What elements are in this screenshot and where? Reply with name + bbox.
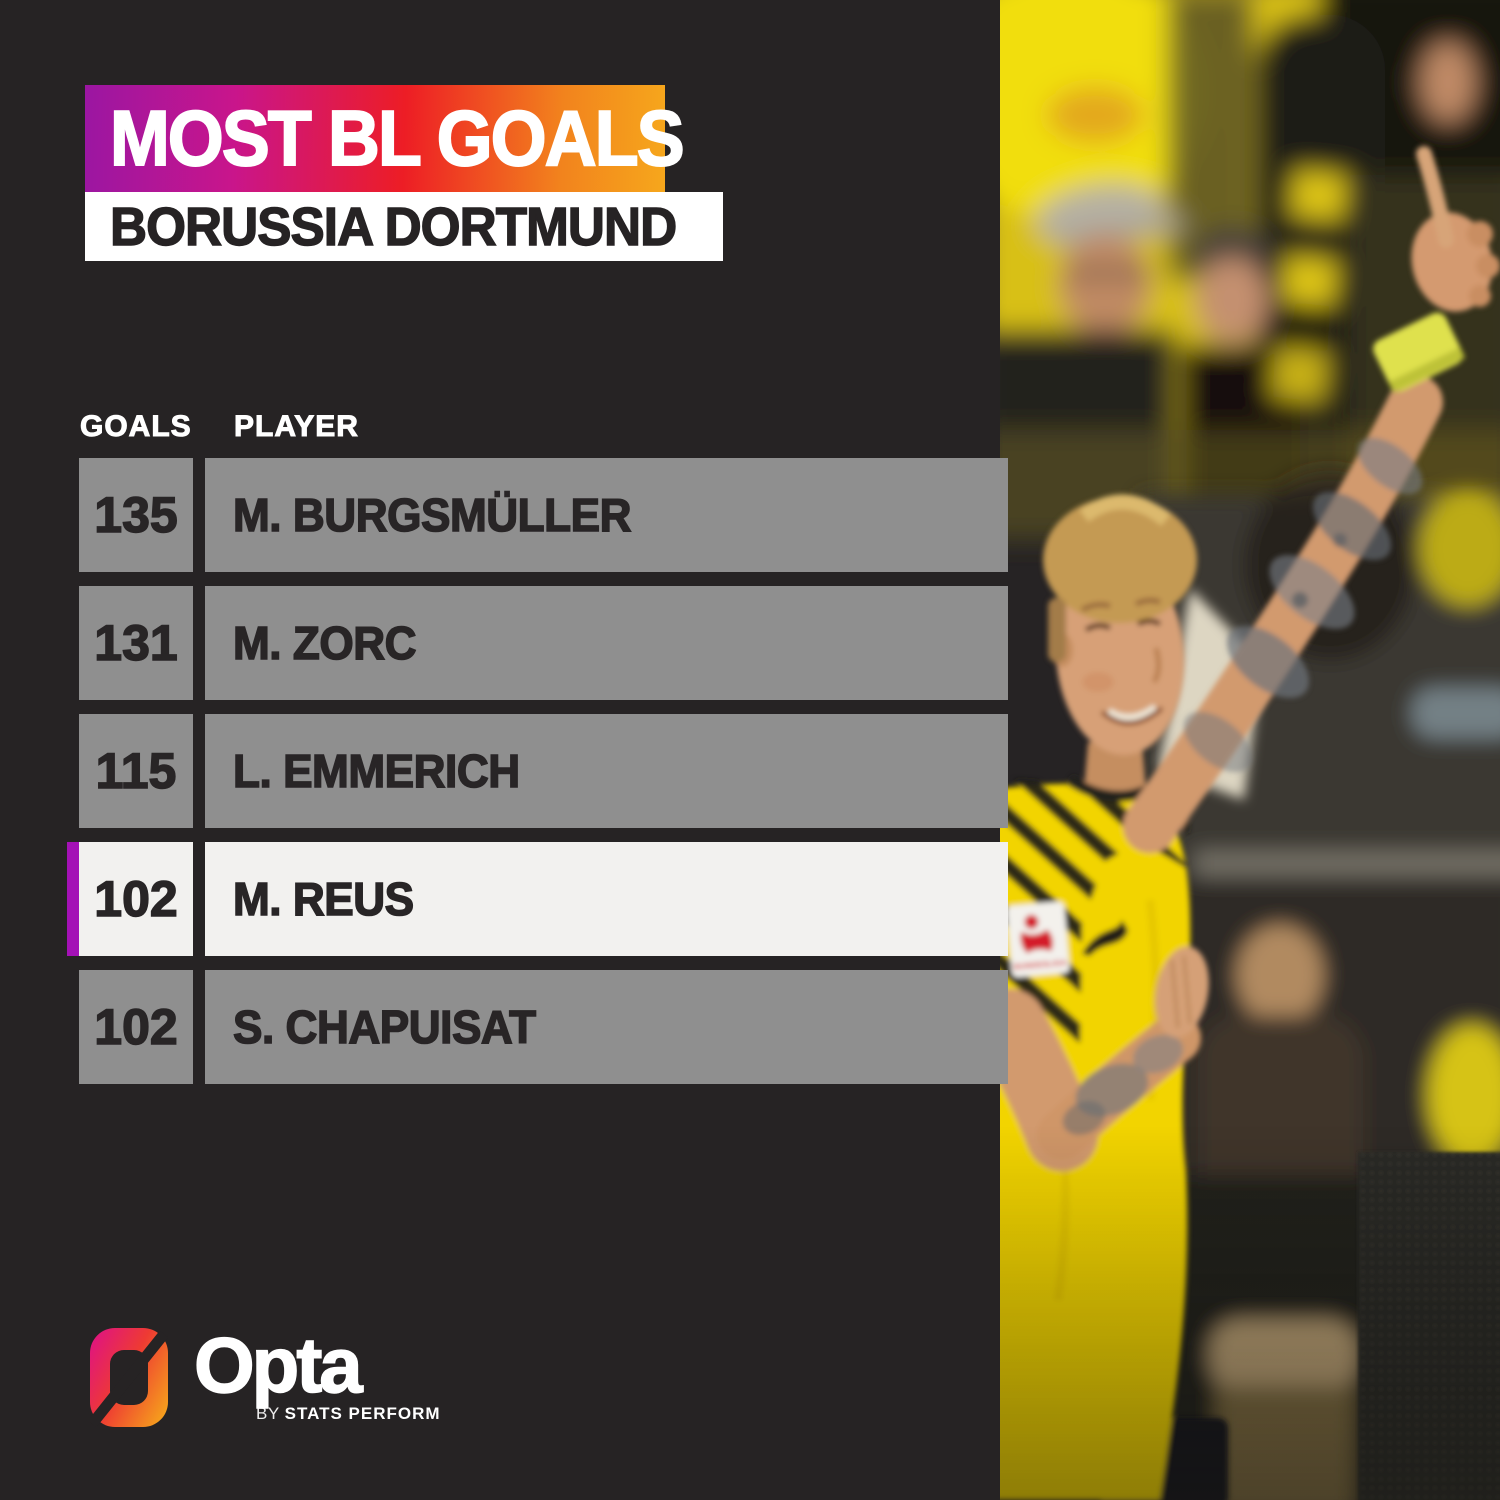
player-name: M. ZORC [205,586,1008,700]
table-row: 131 M. ZORC [79,586,1013,700]
opta-wordmark: Opta [193,1320,363,1410]
subtitle-banner: BORUSSIA DORTMUND [85,192,723,261]
player-photo: BUNDESLIGA [1000,0,1500,1500]
player-name: S. CHAPUISAT [205,970,1008,1084]
player-name: L. EMMERICH [205,714,1008,828]
stats-perform-label: STATS PERFORM [284,1404,441,1423]
subtitle: BORUSSIA DORTMUND [109,196,677,257]
table-column-headers: GOALS PLAYER [0,410,1000,446]
opta-tagline: BY STATS PERFORM [256,1404,441,1424]
goals-value: 102 [79,970,193,1084]
goals-value: 115 [79,714,193,828]
goals-value: 131 [79,586,193,700]
table-row: 102 S. CHAPUISAT [79,970,1013,1084]
player-name: M. BURGSMÜLLER [205,458,1008,572]
title-banner: MOST BL GOALS [85,85,686,192]
table-row-highlighted: 102 M. REUS [67,842,1013,956]
player-photo-illustration: BUNDESLIGA [1000,0,1500,1500]
column-header-player: PLAYER [234,410,359,444]
goals-value: 102 [79,842,193,956]
page-title: MOST BL GOALS [109,93,685,183]
column-header-goals: GOALS [80,410,192,444]
opta-logo-icon [90,1328,168,1427]
table-row: 135 M. BURGSMÜLLER [79,458,1013,572]
highlight-marker [67,842,79,956]
by-label: BY [256,1404,280,1423]
vignette [1000,0,1500,1500]
goals-value: 135 [79,458,193,572]
player-name: M. REUS [205,842,1008,956]
table-row: 115 L. EMMERICH [79,714,1013,828]
